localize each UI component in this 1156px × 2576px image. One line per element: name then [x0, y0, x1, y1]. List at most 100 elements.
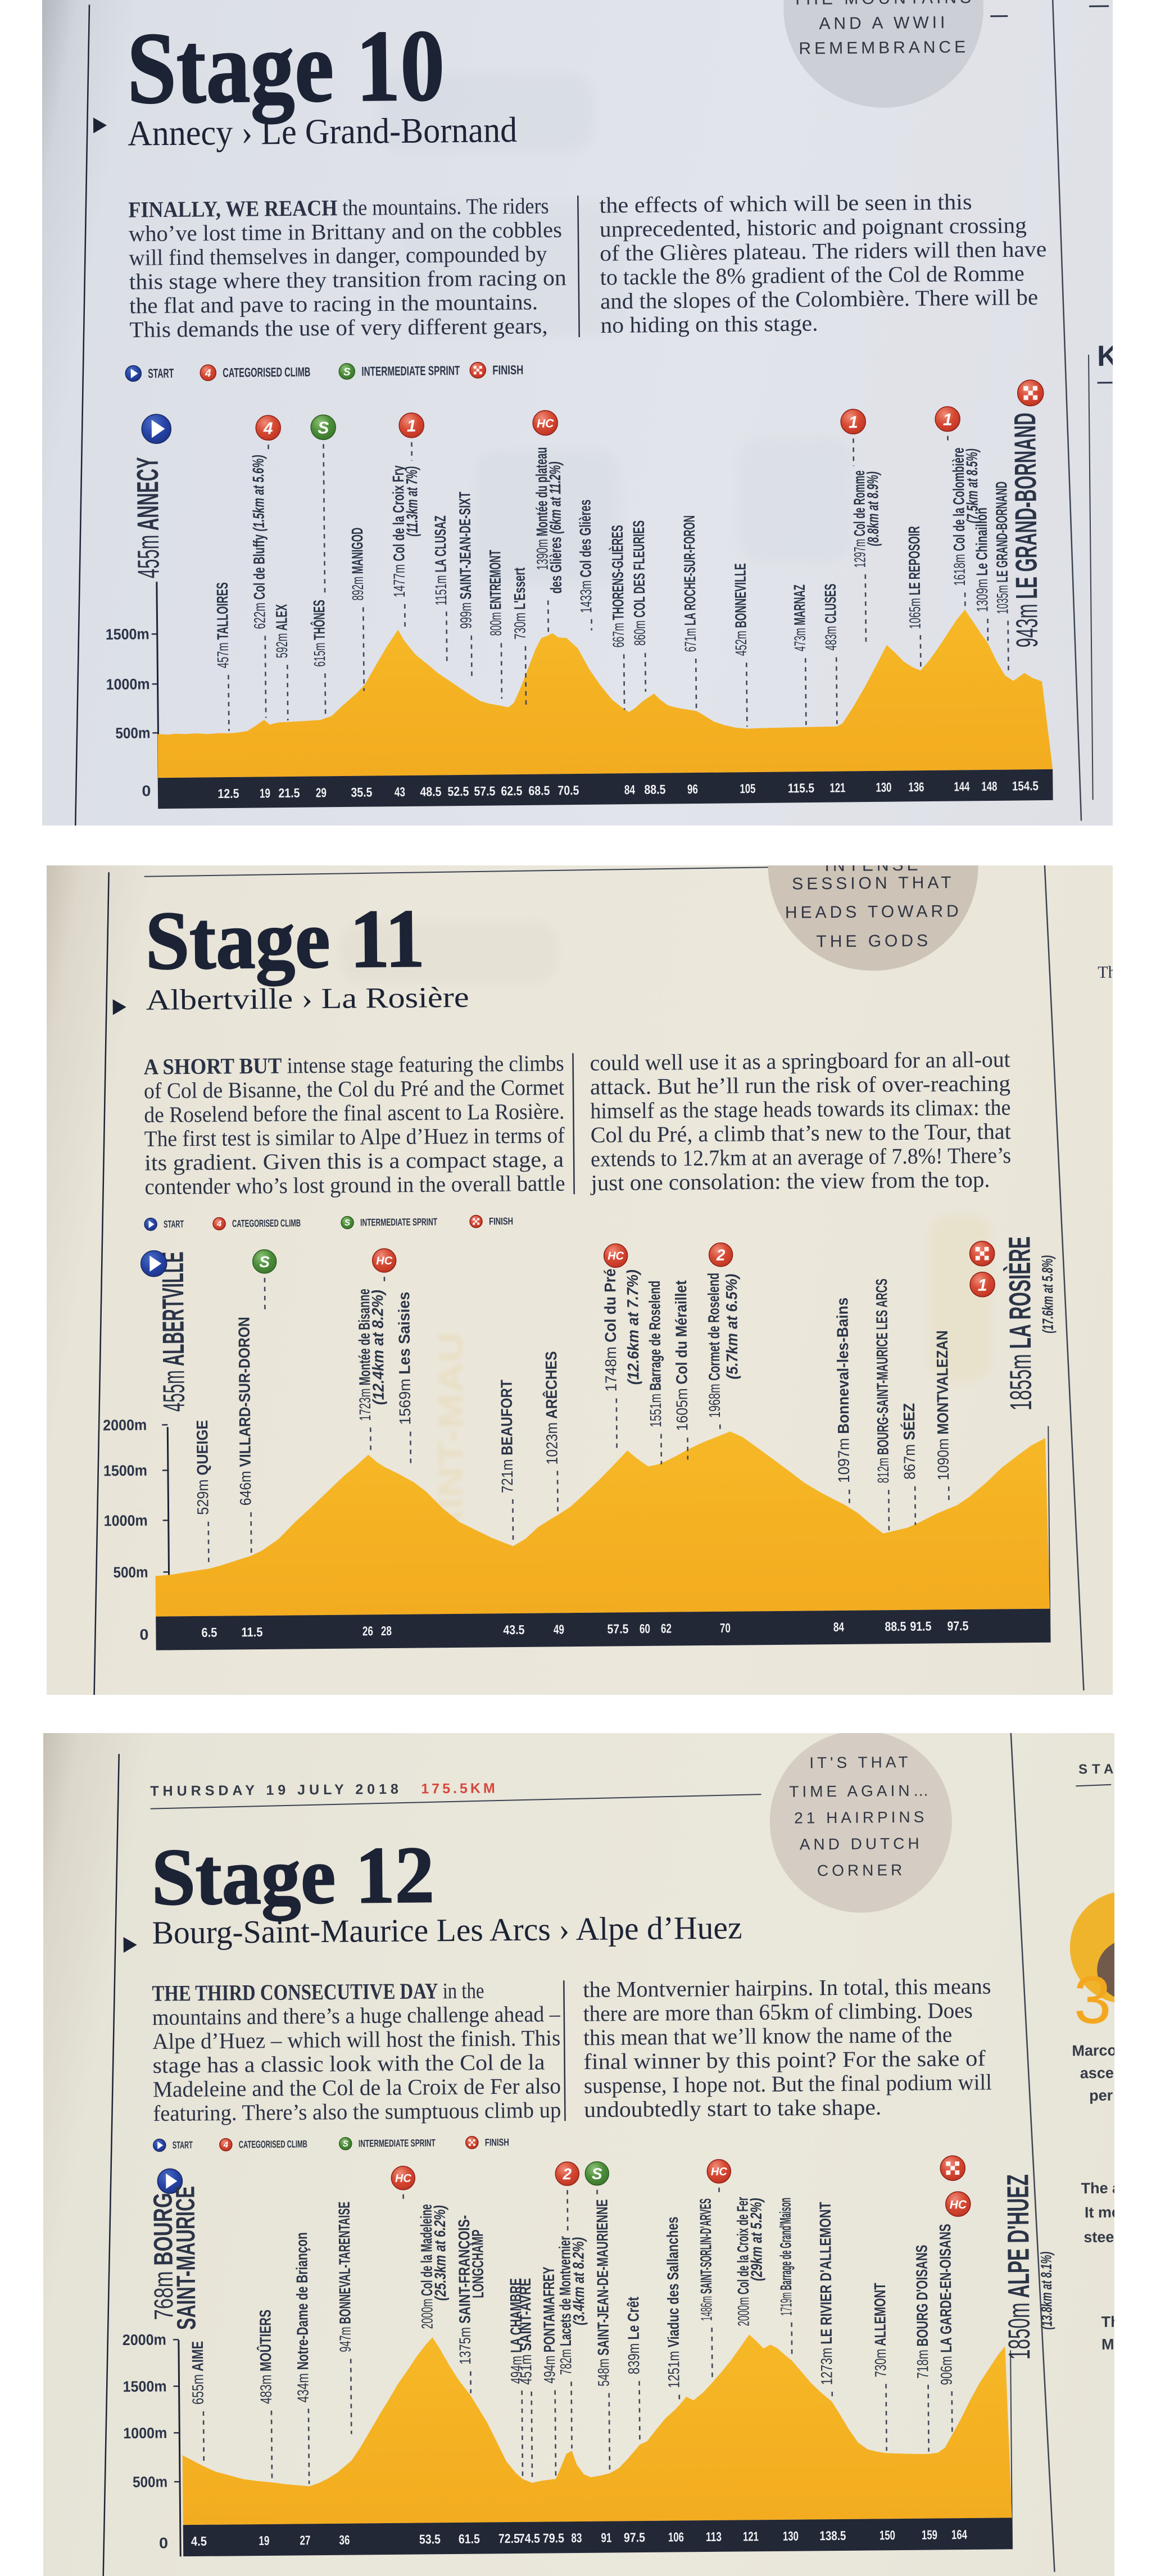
svg-text:130: 130 [783, 2529, 799, 2543]
svg-text:26: 26 [362, 1623, 373, 1638]
svg-text:unprecedented, historic and po: unprecedented, historic and poignant cro… [600, 212, 1027, 242]
svg-text:himself as the stage heads tow: himself as the stage heads towards its c… [590, 1095, 1010, 1124]
svg-text:154.5: 154.5 [1012, 778, 1039, 793]
svg-text:1: 1 [943, 411, 953, 429]
svg-text:S: S [343, 366, 351, 378]
svg-text:THE MOUNTAINS: THE MOUNTAINS [792, 0, 974, 8]
svg-text:Albertville › La Rosière: Albertville › La Rosière [146, 982, 469, 1017]
svg-text:This demands the use of very d: This demands the use of very different g… [129, 313, 547, 342]
svg-text:HC: HC [711, 2166, 728, 2178]
svg-text:1618m Col de la Colombière: 1618m Col de la Colombière [950, 447, 968, 586]
svg-text:undoubtedly start to take shap: undoubtedly start to take shape. [584, 2094, 881, 2123]
svg-text:1097m Bonneval-les-Bains: 1097m Bonneval-les-Bains [833, 1298, 853, 1483]
svg-text:Bourg-Saint-Maurice Les Arcs ›: Bourg-Saint-Maurice Les Arcs › Alpe d’Hu… [152, 1909, 742, 1951]
svg-text:HC: HC [395, 2173, 412, 2185]
svg-text:1500m: 1500m [103, 1462, 147, 1480]
svg-text:Stage 10: Stage 10 [126, 9, 445, 125]
svg-text:4.5: 4.5 [191, 2534, 207, 2548]
svg-text:28: 28 [381, 1623, 392, 1638]
svg-text:1500m: 1500m [123, 2378, 166, 2395]
svg-text:43: 43 [395, 784, 405, 799]
svg-text:62: 62 [661, 1621, 672, 1636]
svg-text:Ma: Ma [1101, 2336, 1114, 2353]
svg-text:115.5: 115.5 [788, 781, 814, 795]
svg-text:88.5: 88.5 [644, 782, 665, 797]
svg-text:THE THIRD CONSECUTIVE DAY in t: THE THIRD CONSECUTIVE DAY in the [152, 1978, 484, 2006]
svg-text:1000m: 1000m [104, 1512, 148, 1530]
svg-text:27: 27 [300, 2533, 310, 2547]
svg-text:483m CLUSES: 483m CLUSES [822, 584, 840, 651]
svg-text:1723m Montée de Bisanne: 1723m Montée de Bisanne [355, 1289, 374, 1421]
svg-text:60: 60 [640, 1621, 650, 1636]
svg-text:featuring. There’s also the su: featuring. There’s also the sumptuous cl… [153, 2097, 561, 2126]
svg-text:CORNER: CORNER [817, 1861, 906, 1879]
svg-text:mountains and there’s a huge c: mountains and there’s a huge challenge a… [152, 2001, 561, 2030]
svg-text:68.5: 68.5 [528, 783, 550, 797]
svg-text:2000m Col de la Croix de Fer: 2000m Col de la Croix de Fer [734, 2197, 752, 2326]
svg-text:121: 121 [829, 780, 845, 795]
svg-text:1719m Barrage de Grand'Maison: 1719m Barrage de Grand'Maison [777, 2198, 795, 2316]
svg-text:stage has a classic look with: stage has a classic look with the Col de… [152, 2049, 545, 2078]
svg-text:CATEGORISED CLIMB: CATEGORISED CLIMB [239, 2138, 307, 2150]
svg-text:its gradient. Given this is a: its gradient. Given this is a compact st… [144, 1146, 564, 1176]
svg-text:35.5: 35.5 [351, 785, 372, 800]
svg-text:SAINT-MAURICE: SAINT-MAURICE [170, 2186, 201, 2330]
svg-text:97.5: 97.5 [624, 2530, 645, 2545]
svg-text:1309m Le Chinaillon: 1309m Le Chinaillon [973, 507, 991, 612]
svg-text:(17.6km at 5.8%): (17.6km at 5.8%) [1039, 1255, 1057, 1334]
svg-text:494m PONTAMAFREY: 494m PONTAMAFREY [540, 2266, 559, 2383]
svg-text:1: 1 [978, 1276, 987, 1295]
svg-text:159: 159 [922, 2527, 937, 2542]
svg-text:1000m: 1000m [106, 675, 149, 693]
svg-text:Annecy › Le Grand-Bornand: Annecy › Le Grand-Bornand [128, 110, 518, 153]
svg-text:667m THORENS-GLIÈRES: 667m THORENS-GLIÈRES [609, 525, 627, 647]
svg-text:106: 106 [668, 2529, 684, 2544]
svg-text:S: S [592, 2165, 602, 2183]
svg-text:57.5: 57.5 [607, 1621, 628, 1636]
svg-text:1035m LE GRAND-BORNAND: 1035m LE GRAND-BORNAND [992, 482, 1011, 614]
svg-text:1500m: 1500m [106, 625, 149, 643]
svg-text:S: S [318, 419, 329, 437]
svg-text:FINISH: FINISH [489, 1216, 513, 1227]
svg-text:130: 130 [876, 780, 891, 795]
svg-text:48.5: 48.5 [420, 784, 441, 799]
svg-text:this stage where they transiti: this stage where they transition from ra… [129, 265, 566, 294]
svg-text:de Roselend before the final a: de Roselend before the final ascent to L… [144, 1099, 564, 1128]
svg-text:83: 83 [571, 2530, 582, 2545]
svg-text:49: 49 [554, 1622, 564, 1636]
svg-text:HC: HC [950, 2198, 967, 2211]
svg-text:(29km at 5.2%): (29km at 5.2%) [747, 2198, 765, 2281]
svg-text:718m BOURG D'OISANS: 718m BOURG D'OISANS [913, 2245, 931, 2379]
svg-text:655m AIME: 655m AIME [189, 2341, 207, 2405]
svg-text:IT'S THAT: IT'S THAT [809, 1753, 911, 1772]
svg-text:97.5: 97.5 [947, 1618, 968, 1633]
svg-text:4: 4 [263, 419, 273, 438]
svg-text:6.5: 6.5 [201, 1625, 217, 1640]
svg-text:1433m Col des Glières: 1433m Col des Glières [576, 500, 595, 613]
svg-text:CATEGORISED CLIMB: CATEGORISED CLIMB [223, 365, 310, 380]
svg-text:the flat and pave to racing in: the flat and pave to racing in the mount… [129, 289, 538, 318]
svg-text:473m MARNAZ: 473m MARNAZ [791, 584, 809, 651]
svg-text:144: 144 [954, 779, 969, 793]
svg-text:S: S [343, 2139, 348, 2149]
svg-text:2000m: 2000m [103, 1417, 147, 1434]
svg-text:84: 84 [833, 1620, 844, 1634]
svg-text:91.5: 91.5 [910, 1619, 931, 1634]
svg-text:of the Glières plateau. The ri: of the Glières plateau. The riders will … [600, 236, 1046, 266]
svg-text:19: 19 [260, 786, 270, 800]
svg-text:494m LA CHAMBRE: 494m LA CHAMBRE [507, 2278, 525, 2384]
svg-text:529m QUEIGE: 529m QUEIGE [193, 1420, 211, 1515]
svg-text:could well use it as a springb: could well use it as a springboard for a… [590, 1046, 1010, 1076]
svg-text:steep: steep [1084, 2229, 1114, 2246]
svg-text:43.5: 43.5 [503, 1622, 524, 1637]
svg-text:906m LA GARDE-EN-OISANS: 906m LA GARDE-EN-OISANS [936, 2224, 955, 2385]
svg-text:FINISH: FINISH [485, 2137, 509, 2148]
svg-text:who’ve lost time in Brittany a: who’ve lost time in Brittany and on the … [129, 217, 562, 246]
svg-text:2: 2 [716, 1246, 726, 1264]
svg-text:S: S [344, 1218, 350, 1228]
svg-text:11.5: 11.5 [241, 1625, 262, 1639]
svg-text:1151m LA CLUSAZ: 1151m LA CLUSAZ [432, 515, 450, 605]
svg-text:29: 29 [316, 785, 327, 800]
svg-text:500m: 500m [115, 724, 150, 742]
svg-text:1850m ALPE D'HUEZ: 1850m ALPE D'HUEZ [1001, 2174, 1036, 2360]
